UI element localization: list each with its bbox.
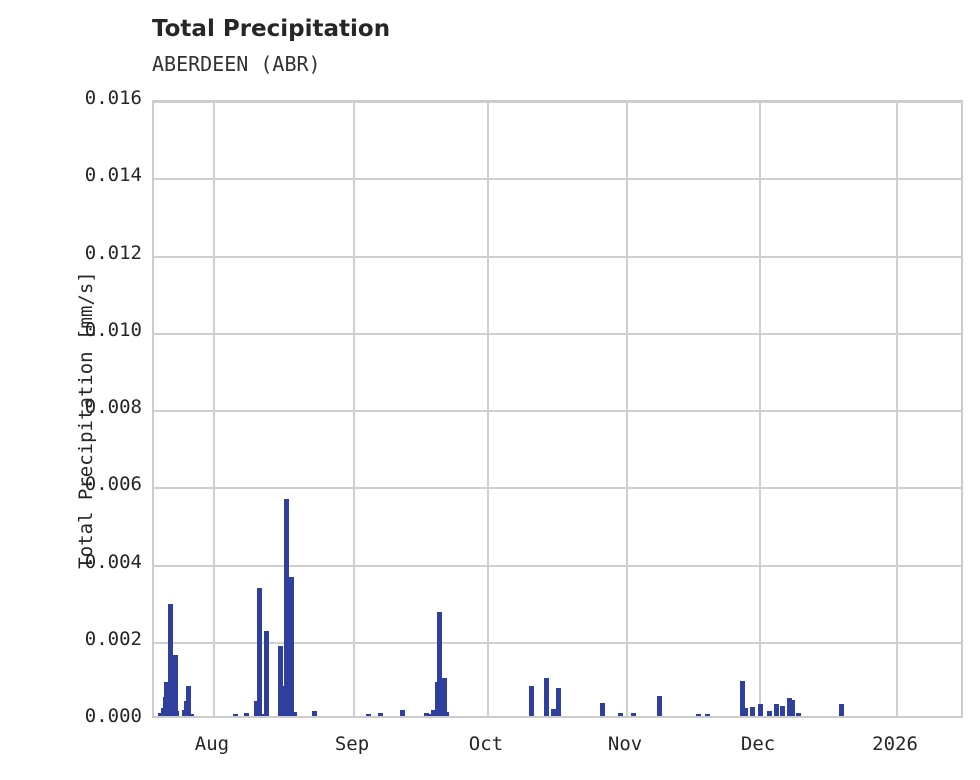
bar xyxy=(233,714,239,716)
plot-area xyxy=(152,100,963,718)
bar xyxy=(260,713,266,716)
bar xyxy=(174,710,180,716)
bar xyxy=(786,697,792,716)
bar xyxy=(400,709,406,716)
y-tick-label: 0.004 xyxy=(84,550,142,573)
bar xyxy=(631,712,637,716)
chart-subtitle: ABERDEEN (ABR) xyxy=(152,52,321,76)
gridline-horizontal xyxy=(154,564,961,567)
x-tick-label: Dec xyxy=(740,733,776,755)
bar xyxy=(556,688,562,716)
bar xyxy=(312,710,318,716)
bar xyxy=(427,714,433,716)
bar xyxy=(838,703,844,716)
plot-inner xyxy=(154,102,961,716)
bar xyxy=(257,587,263,716)
bar xyxy=(695,713,701,716)
gridline-vertical xyxy=(486,102,489,716)
y-tick-label: 0.002 xyxy=(84,627,142,650)
gridline-horizontal xyxy=(154,102,961,103)
bar xyxy=(366,713,372,716)
gridline-vertical xyxy=(626,102,629,716)
bar xyxy=(281,685,287,716)
bar xyxy=(186,685,192,716)
y-tick-label: 0.014 xyxy=(84,164,142,187)
gridline-vertical xyxy=(212,102,215,716)
bar xyxy=(742,707,748,716)
bar xyxy=(779,705,785,716)
bar xyxy=(757,703,763,716)
gridline-horizontal xyxy=(154,332,961,335)
bar xyxy=(705,714,711,716)
gridline-horizontal xyxy=(154,410,961,412)
bar xyxy=(164,682,170,716)
bar xyxy=(766,710,772,716)
y-tick-label: 0.000 xyxy=(84,705,142,727)
bar xyxy=(773,704,779,716)
bar xyxy=(618,712,624,716)
gridline-vertical xyxy=(759,102,762,716)
bar xyxy=(172,654,178,716)
bar xyxy=(189,713,195,716)
bar xyxy=(739,680,745,716)
x-tick-label: Aug xyxy=(194,733,230,755)
gridline-horizontal xyxy=(154,487,961,490)
bar xyxy=(529,685,535,716)
bar xyxy=(378,712,384,716)
bar xyxy=(442,678,448,716)
y-tick-label: 0.006 xyxy=(84,473,142,496)
bar xyxy=(244,712,250,716)
gridline-horizontal xyxy=(154,178,961,181)
y-tick-label: 0.010 xyxy=(84,318,142,341)
bar xyxy=(749,706,755,716)
x-tick-label: Sep xyxy=(334,733,370,755)
bar xyxy=(284,498,290,716)
y-tick-label: 0.016 xyxy=(84,87,142,109)
gridline-horizontal xyxy=(154,641,961,644)
bar xyxy=(289,576,295,716)
bar xyxy=(264,631,270,716)
bar xyxy=(444,712,450,716)
x-tick-label: 2026 xyxy=(872,733,918,755)
bar xyxy=(789,699,795,716)
bar xyxy=(437,611,443,716)
gridline-vertical xyxy=(896,102,899,716)
x-tick-label: Oct xyxy=(468,733,504,755)
bar xyxy=(600,703,606,716)
gridline-vertical xyxy=(352,102,355,716)
y-tick-label: 0.008 xyxy=(84,396,142,418)
bar xyxy=(544,677,550,716)
page-title: Total Precipitation xyxy=(152,16,391,42)
bar xyxy=(551,709,557,716)
bar xyxy=(168,603,174,716)
bar xyxy=(657,695,663,716)
y-axis-tick-labels: 0.000 0.002 0.004 0.006 0.008 0.010 0.012 0.014… xyxy=(0,0,142,780)
bar xyxy=(292,711,298,716)
bar xyxy=(431,709,437,716)
bar xyxy=(254,701,260,716)
bar xyxy=(795,712,801,716)
y-tick-label: 0.012 xyxy=(84,241,142,264)
gridline-horizontal xyxy=(154,255,961,258)
x-tick-label: Nov xyxy=(607,733,643,755)
bar xyxy=(278,645,284,716)
